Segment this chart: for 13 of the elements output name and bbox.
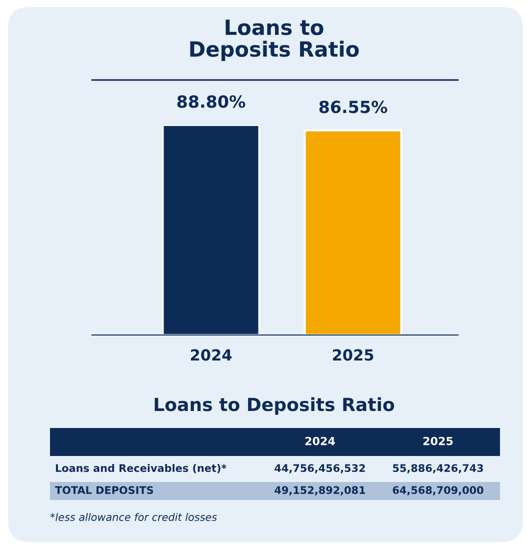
chart-title: Loans to Deposits Ratio bbox=[190, 20, 359, 61]
text: *less allowance for credit losses bbox=[50, 512, 217, 522]
text: 44,756,456,532 bbox=[274, 464, 365, 474]
category-label: 2025 bbox=[423, 436, 453, 446]
text: Loans and Receivables (net)* bbox=[56, 464, 226, 474]
text: TOTAL DEPOSITS bbox=[55, 486, 154, 494]
data-label: 88.80% bbox=[177, 95, 246, 108]
category-label: 2024 bbox=[305, 436, 335, 446]
text: 64,568,709,000 bbox=[392, 486, 484, 496]
text: 49,152,892,081 bbox=[274, 486, 366, 496]
text: 55,886,426,743 bbox=[393, 464, 483, 474]
data-label: 86.55% bbox=[319, 100, 388, 114]
text: Loans to Deposits Ratio bbox=[154, 397, 394, 415]
